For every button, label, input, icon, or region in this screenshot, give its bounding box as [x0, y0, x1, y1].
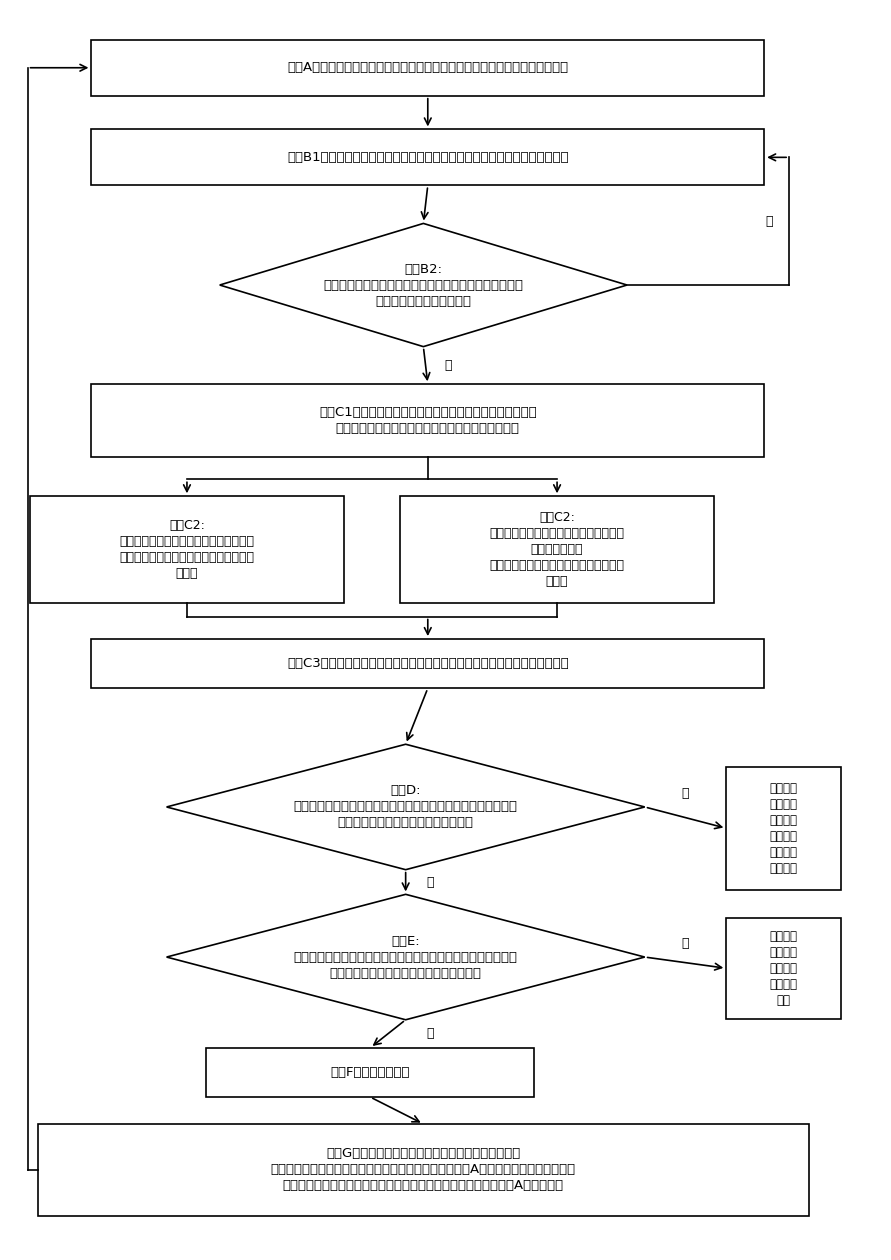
- Text: 否: 否: [766, 214, 773, 228]
- Text: 是: 是: [445, 359, 452, 372]
- Bar: [29, 496, 344, 602]
- Text: 认证不通
过，判定
为非法用
户并停止
认证: 认证不通 过，判定 为非法用 户并停止 认证: [770, 930, 797, 1007]
- Bar: [726, 917, 841, 1018]
- Text: 步骤D:
最小的所述可见光距离小于设定可见光距离阈值，并且最小的所
述近红外距离大于设定近红外距离阈值: 步骤D: 最小的所述可见光距离小于设定可见光距离阈值，并且最小的所 述近红外距离…: [294, 785, 518, 829]
- Bar: [91, 130, 764, 185]
- Text: 步骤B1：通过图像采集模块同时采集待认证人头部的可见光图像和近红外图像: 步骤B1：通过图像采集模块同时采集待认证人头部的可见光图像和近红外图像: [287, 151, 568, 164]
- Text: 步骤C2:
通过所述距离计算模块计算得出所述近红
外图像中的人脸
近红外图像与所述近红外训练图像的近红
外距离: 步骤C2: 通过所述距离计算模块计算得出所述近红 外图像中的人脸 近红外图像与所…: [489, 510, 625, 588]
- Text: 是: 是: [682, 937, 690, 950]
- Text: 步骤C2:
通过所述距离计算模块计算得出所述人脸
可见光图像与所述可见光训练图像的可见
光距离: 步骤C2: 通过所述距离计算模块计算得出所述人脸 可见光图像与所述可见光训练图像…: [119, 519, 255, 580]
- Bar: [91, 40, 764, 96]
- Text: 步骤G：通过训练样本更新模块将认证通过的所述人脸
可见光图像设定为所述可见光训练图像并更新存储到步骤A的数据库中，将认证通过的
所述人脸近红外图像设定为所述近红: 步骤G：通过训练样本更新模块将认证通过的所述人脸 可见光图像设定为所述可见光训练…: [271, 1148, 576, 1192]
- Text: 步骤B2:
判断是否能通过人脸检测模块同时从所述可见光图像和所
述近红外图像中检测到人脸: 步骤B2: 判断是否能通过人脸检测模块同时从所述可见光图像和所 述近红外图像中检…: [323, 262, 523, 307]
- Polygon shape: [167, 895, 645, 1019]
- Text: 步骤C3：通过归一化模块分别对所述可见光距离和所述近红外距离进行归一化: 步骤C3：通过归一化模块分别对所述可见光距离和所述近红外距离进行归一化: [287, 658, 568, 670]
- Bar: [726, 766, 841, 890]
- Bar: [38, 1124, 808, 1216]
- Polygon shape: [220, 223, 627, 346]
- Text: 步骤E:
通过图像认证模块计算所述可见光距离与所述近红外距离的加权
和，得出的所述加权和大于设定加权和阈值: 步骤E: 通过图像认证模块计算所述可见光距离与所述近红外距离的加权 和，得出的所…: [294, 935, 518, 979]
- Bar: [207, 1048, 534, 1097]
- Text: 否: 否: [427, 1027, 434, 1041]
- Text: 步骤C1：通过直方图均衡化模块将所述可见光图像中的人脸
可见光图像及所述可见光训练图像进行直方图均衡化: 步骤C1：通过直方图均衡化模块将所述可见光图像中的人脸 可见光图像及所述可见光训…: [319, 406, 536, 435]
- Polygon shape: [167, 745, 645, 869]
- Text: 是: 是: [682, 788, 690, 800]
- Text: 认证不通
过，非活
体人脸，
判定为假
冒用户并
停止认证: 认证不通 过，非活 体人脸， 判定为假 冒用户并 停止认证: [770, 781, 797, 874]
- Bar: [400, 496, 715, 602]
- Text: 否: 否: [427, 876, 434, 888]
- Text: 步骤A：建立存储有已知身份人脸的可见光训练图像和近红外训练图像的数据库: 步骤A：建立存储有已知身份人脸的可见光训练图像和近红外训练图像的数据库: [287, 62, 568, 74]
- Bar: [91, 384, 764, 457]
- Bar: [91, 639, 764, 688]
- Text: 步骤F：人脸认证通过: 步骤F：人脸认证通过: [331, 1066, 410, 1079]
